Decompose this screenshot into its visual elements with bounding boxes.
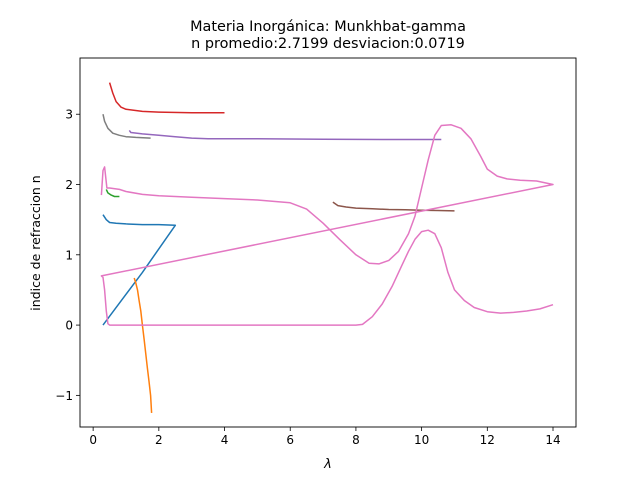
series-line-1 [133, 277, 153, 413]
x-tick-label: 14 [545, 433, 560, 447]
x-tick-label: 12 [480, 433, 495, 447]
x-tick-label: 4 [221, 433, 229, 447]
x-tick-label: 0 [89, 433, 97, 447]
series-line-6 [100, 124, 554, 326]
series-line-2 [105, 189, 120, 198]
x-tick-label: 8 [352, 433, 360, 447]
x-tick-label: 6 [286, 433, 294, 447]
x-axis: 0 2 4 6 8 10 12 14 [89, 427, 561, 447]
y-tick-label: 0 [65, 319, 73, 333]
plot-frame [79, 57, 577, 428]
x-axis-label: λ [323, 457, 332, 472]
x-tick-label: 10 [414, 433, 429, 447]
series-line-4 [128, 129, 442, 141]
y-tick-label: 2 [65, 178, 73, 192]
y-axis-label: indice de refraccion n [28, 175, 43, 310]
series-line-3 [108, 82, 225, 114]
chart-title-line2: n promedio:2.7199 desviacion:0.0719 [191, 36, 465, 52]
series-line-5 [332, 201, 455, 212]
plot-series [100, 82, 554, 413]
chart-title-line1: Materia Inorgánica: Munkhbat-gamma [190, 19, 466, 35]
series-line-7 [102, 114, 151, 139]
y-tick-label: 1 [65, 248, 73, 262]
series-line-0 [102, 214, 177, 326]
y-tick-label: 3 [65, 108, 73, 122]
x-tick-label: 2 [155, 433, 163, 447]
y-axis: −1 0 1 2 3 [55, 108, 80, 403]
y-tick-label: −1 [55, 389, 73, 403]
